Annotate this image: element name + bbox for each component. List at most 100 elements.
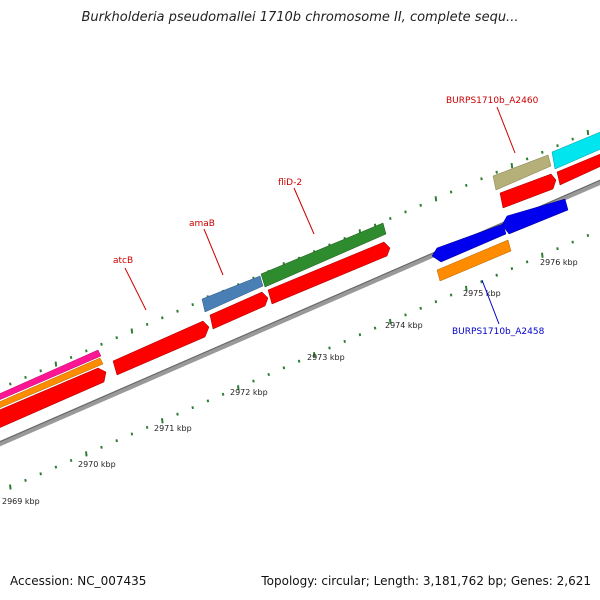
- scale-tick: [54, 361, 58, 367]
- kbp-label-2971: 2971 kbp: [154, 424, 192, 433]
- scale-tick: [419, 203, 422, 207]
- scale-tick: [206, 399, 210, 403]
- kbp-label-2973: 2973 kbp: [307, 353, 345, 362]
- scale-tick: [130, 432, 134, 436]
- kbp-label-2974: 2974 kbp: [385, 321, 423, 330]
- scale-tick: [100, 342, 103, 346]
- scale-tick: [389, 318, 392, 325]
- scale-tick: [525, 260, 529, 264]
- scale-tick: [267, 372, 270, 377]
- genes-forward[interactable]: [0, 128, 600, 432]
- scale-tick: [313, 351, 316, 358]
- gene-BURPS1710b_A2460[interactable]: [492, 154, 552, 191]
- scale-tick: [495, 170, 498, 174]
- scale-tick: [39, 369, 42, 373]
- scale-tick: [282, 366, 286, 370]
- gene-fliD-2[interactable]: [260, 222, 387, 288]
- gene-cds-amaB[interactable]: [209, 291, 269, 330]
- label-amaB[interactable]: amaB: [189, 219, 215, 229]
- genes-reverse[interactable]: [431, 198, 569, 282]
- map-title: Burkholderia pseudomallei 1710b chromoso…: [81, 10, 519, 25]
- scale-tick: [24, 375, 27, 379]
- scale-tick: [115, 336, 118, 340]
- scale-tick: [510, 162, 514, 169]
- gene-magenta-left[interactable]: [0, 349, 102, 404]
- scale-tick: [389, 216, 392, 221]
- scale-tick: [191, 303, 194, 307]
- scale-tick: [556, 247, 559, 251]
- scale-tick: [237, 385, 240, 391]
- scale-tick: [145, 425, 149, 429]
- scale-tick: [373, 326, 377, 330]
- kbp-label-2976: 2976 kbp: [540, 258, 578, 267]
- kbp-label-2975: 2975 kbp: [463, 289, 501, 298]
- scale-tick: [85, 451, 88, 457]
- scale-tick: [176, 412, 179, 416]
- scale-tick: [480, 280, 483, 284]
- scale-tick: [297, 359, 301, 363]
- gene-blue-1[interactable]: [431, 223, 507, 263]
- gene-cds-right[interactable]: [556, 150, 600, 186]
- scale-tick: [586, 129, 590, 136]
- scale-tick: [9, 484, 12, 490]
- label-atcB[interactable]: atcB: [113, 256, 133, 266]
- leader-atcB: [124, 267, 147, 311]
- leader-amaB: [203, 228, 224, 276]
- scale-tick: [434, 300, 438, 304]
- scale-tick: [85, 349, 88, 353]
- leader-A2458: [481, 279, 500, 325]
- scale-tick: [495, 273, 498, 277]
- gene-labels: atcB amaB fliD-2 BURPS1710b_A2460 BURPS1…: [113, 96, 545, 337]
- kbp-label-2970: 2970 kbp: [78, 460, 116, 469]
- label-BURPS1710b_A2460[interactable]: BURPS1710b_A2460: [446, 96, 539, 106]
- scale-tick: [115, 439, 118, 443]
- scale-tick: [449, 293, 453, 297]
- scale-tick: [541, 252, 544, 258]
- scale-tick: [510, 267, 514, 271]
- gene-BURPS1710b_A2458[interactable]: [436, 239, 512, 282]
- gene-amaB[interactable]: [201, 275, 264, 313]
- scale-tick: [145, 322, 149, 326]
- gene-orange-left[interactable]: [0, 357, 104, 412]
- scale-ticks-lower: [9, 233, 590, 490]
- scale-tick: [465, 183, 468, 187]
- accession-text: Accession: NC_007435: [10, 574, 147, 588]
- scale-tick: [161, 418, 164, 424]
- gene-atcB[interactable]: [112, 320, 210, 376]
- gene-cds-A2460[interactable]: [499, 173, 557, 209]
- gene-cds-fliD-2[interactable]: [267, 241, 391, 305]
- scale-tick: [586, 233, 590, 238]
- label-BURPS1710b_A2458[interactable]: BURPS1710b_A2458: [452, 327, 545, 337]
- scale-tick: [191, 406, 194, 410]
- gene-cds-left[interactable]: [0, 367, 107, 432]
- scale-tick: [69, 355, 73, 360]
- kbp-label-2969: 2969 kbp: [2, 497, 40, 506]
- scale-tick: [358, 333, 362, 337]
- scale-tick: [54, 465, 58, 469]
- scale-tick: [525, 157, 529, 161]
- gene-blue-2[interactable]: [501, 198, 569, 235]
- scale-tick: [541, 150, 544, 154]
- kbp-label-2972: 2972 kbp: [230, 388, 268, 397]
- label-fliD-2[interactable]: fliD-2: [278, 178, 302, 188]
- scale-tick: [69, 458, 73, 463]
- scale-tick: [221, 392, 225, 396]
- scale-tick: [39, 472, 42, 476]
- kbp-labels: 2969 kbp 2970 kbp 2971 kbp 2972 kbp 2973…: [2, 258, 578, 506]
- scale-tick: [24, 478, 27, 482]
- gene-cyan-right[interactable]: [551, 128, 600, 170]
- leader-fliD-2: [293, 187, 315, 235]
- scale-tick: [556, 144, 559, 148]
- scale-tick: [571, 137, 574, 141]
- scale-tick: [130, 328, 134, 334]
- scale-tick: [328, 346, 331, 350]
- scale-tick: [434, 196, 438, 202]
- scale-tick: [419, 306, 422, 310]
- scale-tick: [480, 177, 483, 181]
- scale-tick: [404, 313, 407, 317]
- scale-tick: [161, 316, 164, 320]
- scale-tick: [343, 339, 346, 343]
- scale-tick: [100, 445, 103, 449]
